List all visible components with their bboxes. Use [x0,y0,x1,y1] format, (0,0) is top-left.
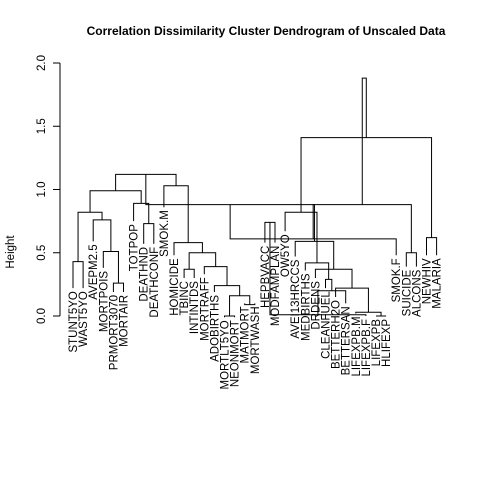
leaf-label: MODFAMPLAN [270,246,282,327]
leaf-label: TBINC [179,281,191,316]
leaf-label: DEATHND [139,247,151,302]
leaf-label: DEATHCONF [149,247,161,318]
leaf-label: SUICIDE [401,269,413,316]
leaf-label: LIFEXPB.F [361,319,373,377]
leaf-label: MORTLT5YO [220,320,232,389]
y-tick-label: 2.0 [36,55,48,71]
leaf-label: LIFEXPB.M [351,316,363,376]
dendrogram-link [355,311,382,316]
leaf-label: HEPBVACC [260,246,272,308]
leaf-label: MORTWASH [250,306,262,374]
chart-title: Correlation Dissimilarity Cluster Dendro… [87,24,446,38]
y-axis-label: Height [5,235,17,269]
dendrogram-link [405,252,417,267]
dendrogram-links [72,77,438,318]
y-tick-label: 0.0 [36,308,48,324]
dendrogram-link [72,261,84,289]
leaf-label: DRDENS [310,281,322,330]
leaf-label: MEDBIRTHS [300,273,312,341]
dendrogram-link [361,77,367,205]
leaf-label: AVEI13HRCCS [290,259,302,338]
leaf-label: NEWHIV [422,258,434,304]
leaf-label: HLIFEXP [381,319,393,367]
leaf-label: BETTERSAN [341,306,353,375]
dendrogram-link [133,202,150,224]
leaf-label: MALARIA [432,258,444,309]
leaf-label: STUNT5YO [68,291,80,352]
dendrogram-link [183,268,195,279]
leaf-label: MORTRAFF [199,277,211,341]
dendrogram-link [143,223,155,244]
leaf-label: SMOK.M [159,210,171,257]
leaf-label: CLEANFUEL [321,291,333,359]
leaf-label: MORTAIR [119,295,131,347]
leaf-label: SMOK.F [391,258,403,302]
leaf-label: AVEPM2.5 [88,244,100,299]
dendrogram-link [300,137,433,238]
dendrogram-link [112,282,124,292]
leaf-label: WAST5YO [78,291,90,347]
leaf-label: NEONMORT [230,320,242,387]
leaf-label: PRMORT3070 [108,295,120,370]
dendrogram-link [213,285,241,296]
leaf-label: OW5YO [280,234,292,277]
leaf-label: HOMICIDE [169,258,181,316]
leaf-label: MATMORT [240,306,252,363]
dendrogram-link [224,315,236,318]
leaf-label: INTINTDS [189,281,201,334]
y-tick-label: 0.5 [36,245,48,261]
leaf-label: ADOBIRTHS [209,295,221,362]
leaf-label: ALCONS [411,269,423,317]
leaf-label: BETTERH2O [331,300,343,369]
leaf-label: LIFEXPB [371,319,383,367]
dendrogram-link [426,237,438,256]
leaf-labels: STUNT5YOWAST5YOAVEPM2.5MORTPOISPRMORT307… [68,210,444,389]
leaf-label: MORTPOIS [98,271,110,332]
leaf-label: TOTPOP [129,224,141,271]
y-axis: 0.0 0.5 1.0 1.5 2.0 [36,55,61,324]
y-tick-label: 1.5 [36,118,48,134]
dendrogram-link [325,278,333,291]
y-tick-label: 1.0 [36,182,48,198]
dendrogram-link [173,242,203,256]
